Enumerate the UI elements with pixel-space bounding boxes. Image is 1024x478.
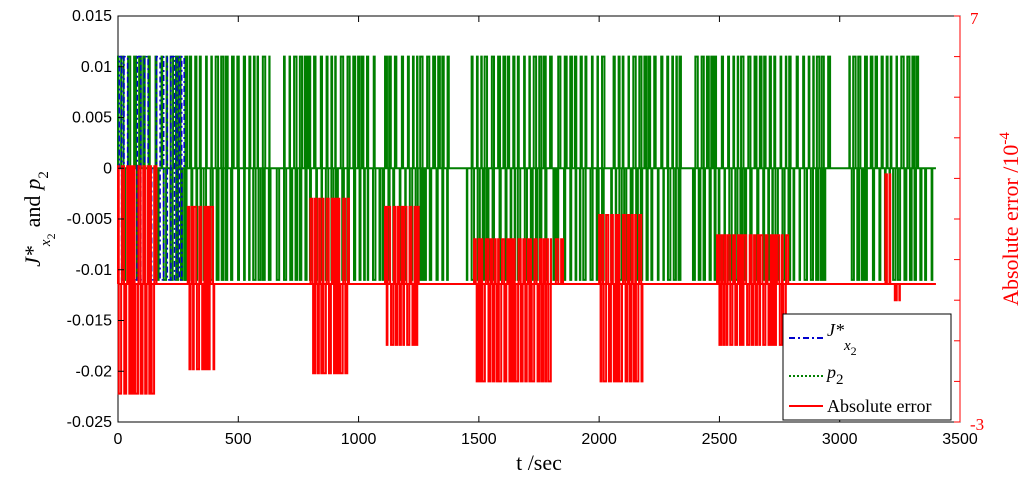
legend-box (782, 313, 952, 421)
x-tick-label: 1000 (341, 431, 377, 448)
ylabel-right-exp: -4 (997, 132, 1013, 145)
abs-error-segment (716, 234, 783, 346)
y-axis-left-title: J*x2andp2 (20, 171, 58, 267)
y-tick-label-right: -3 (970, 415, 984, 434)
p2-segment (788, 55, 832, 169)
y-tick-label-left: -0.01 (76, 262, 113, 279)
ylabel-p: p (20, 179, 45, 192)
p2-segment (610, 168, 682, 281)
svg-text:Absolute error /10-4: Absolute error /10-4 (997, 132, 1023, 306)
ylabel-and: and (20, 196, 45, 228)
abs-error-segment (186, 205, 216, 371)
abs-error-segment (892, 282, 901, 302)
ylabel-right-text: Absolute error /10 (998, 145, 1023, 306)
x-tick-label: 3000 (822, 431, 858, 448)
abs-error-segment (884, 173, 892, 285)
p2-segment (848, 55, 920, 169)
p2-segment (694, 55, 788, 169)
ylabel-p-sub: 2 (36, 171, 52, 179)
p2-segment (557, 55, 606, 169)
y-tick-label-left: -0.005 (67, 211, 112, 228)
axes-layer: 0 500 1000 1500 2000 2500 3000 3500 0.015 0.01 0.0… (67, 8, 985, 448)
p2-segment (184, 168, 272, 281)
abs-error-segment (598, 213, 644, 383)
x-tick-label: 3500 (942, 431, 978, 448)
svg-text:J*x2andp2: J*x2andp2 (20, 171, 58, 267)
abs-error-segment (309, 197, 350, 375)
abs-error-segment (384, 205, 420, 346)
abs-error-segment (473, 238, 553, 383)
y-tick-label-left: 0.005 (72, 110, 112, 127)
y-tick-label-left: -0.015 (67, 313, 112, 330)
p2-segment (184, 55, 271, 169)
abs-error-segment (117, 165, 158, 395)
x-tick-label: 2000 (581, 431, 617, 448)
x-tick-label: 500 (225, 431, 252, 448)
x-tick-label: 0 (114, 431, 123, 448)
p2-segment (282, 55, 376, 169)
ylabel-j-sub: x (38, 239, 54, 247)
legend-label-p2: p2 (825, 362, 844, 388)
p2-segment (384, 55, 450, 169)
p2-segment (470, 55, 553, 169)
ylabel-j: J* (20, 246, 45, 267)
y-tick-label-left: -0.025 (67, 414, 112, 431)
series-layer (117, 55, 936, 395)
abs-error-segment (554, 238, 565, 285)
legend-label-abs-error: Absolute error (827, 396, 931, 416)
ylabel-j-subsub: 2 (44, 233, 58, 239)
x-tick-label: 2500 (702, 431, 738, 448)
x-tick-label: 1500 (461, 431, 497, 448)
p2-segment (612, 55, 682, 169)
x-axis-title: t /sec (516, 450, 562, 475)
y-tick-label-left: 0 (103, 160, 112, 177)
y-tick-label-left: -0.02 (76, 363, 113, 380)
legend: J*x2 p2 Absolute error (782, 313, 952, 421)
y-tick-label-left: 0.015 (72, 8, 112, 25)
y-tick-label-left: 0.01 (81, 59, 112, 76)
y-tick-label-right: 7 (970, 9, 979, 28)
p2-segment (788, 168, 827, 281)
legend-label-jx2: J*x2 (827, 320, 857, 358)
y-axis-right-title: Absolute error /10-4 (997, 132, 1023, 306)
